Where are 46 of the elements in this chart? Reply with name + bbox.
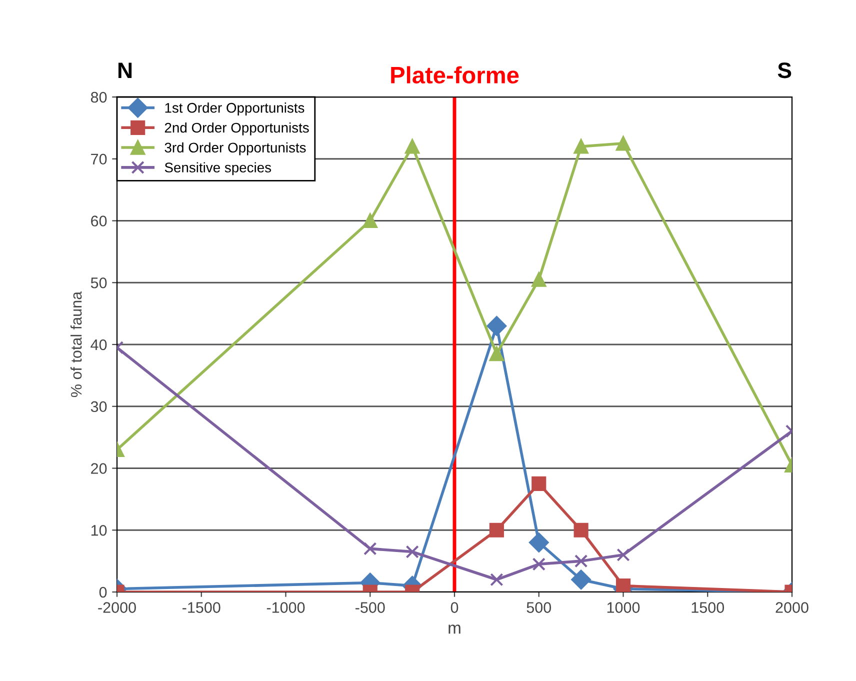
legend-label: 3rd Order Opportunists xyxy=(164,142,306,156)
point xyxy=(616,578,631,592)
y-tick-label: 40 xyxy=(90,339,107,350)
x-tick-label: 500 xyxy=(526,602,552,613)
y-tick-label: 80 xyxy=(90,92,107,103)
x-tick-label: 2000 xyxy=(776,602,808,613)
point xyxy=(532,476,546,492)
point xyxy=(489,346,504,362)
y-tick-label: 60 xyxy=(91,216,107,226)
y-tick-label: 30 xyxy=(90,401,107,412)
y-tick-label: 20 xyxy=(91,463,107,474)
y-tick-label: 70 xyxy=(91,154,107,165)
x-tick-label: 1500 xyxy=(692,602,724,613)
point xyxy=(532,558,546,571)
x-tick-label: -500 xyxy=(356,602,385,613)
y-tick-label: 0 xyxy=(99,586,107,598)
legend-label: 2nd Order Opportunists xyxy=(164,122,309,136)
x-tick-label: -1000 xyxy=(266,602,305,613)
point xyxy=(532,272,546,287)
point xyxy=(571,570,591,590)
y-tick-label: 50 xyxy=(90,277,107,288)
point xyxy=(528,532,549,552)
point xyxy=(406,545,419,558)
point xyxy=(489,522,504,538)
point xyxy=(574,554,588,568)
point xyxy=(405,139,420,154)
point xyxy=(574,139,588,154)
x-tick-label: -1500 xyxy=(182,602,220,613)
legend-label: 1st Order Opportunists xyxy=(165,102,304,116)
point xyxy=(490,573,504,586)
point xyxy=(486,316,507,336)
point xyxy=(616,548,630,562)
x-tick-label: -2000 xyxy=(98,602,136,613)
x-tick-label: 0 xyxy=(450,602,458,613)
ref-line-label: Plate-forme xyxy=(391,66,519,84)
point xyxy=(364,542,377,556)
x-tick-label: 1000 xyxy=(607,602,640,613)
x-axis-title: m xyxy=(448,624,460,634)
point xyxy=(362,213,378,228)
text: S xyxy=(778,62,792,78)
point xyxy=(574,522,588,538)
y-axis-title: % of total fauna xyxy=(70,291,82,398)
text: N xyxy=(118,62,132,78)
y-tick-label: 10 xyxy=(91,524,107,536)
point xyxy=(616,136,631,151)
legend-label: Sensitive species xyxy=(164,162,272,176)
